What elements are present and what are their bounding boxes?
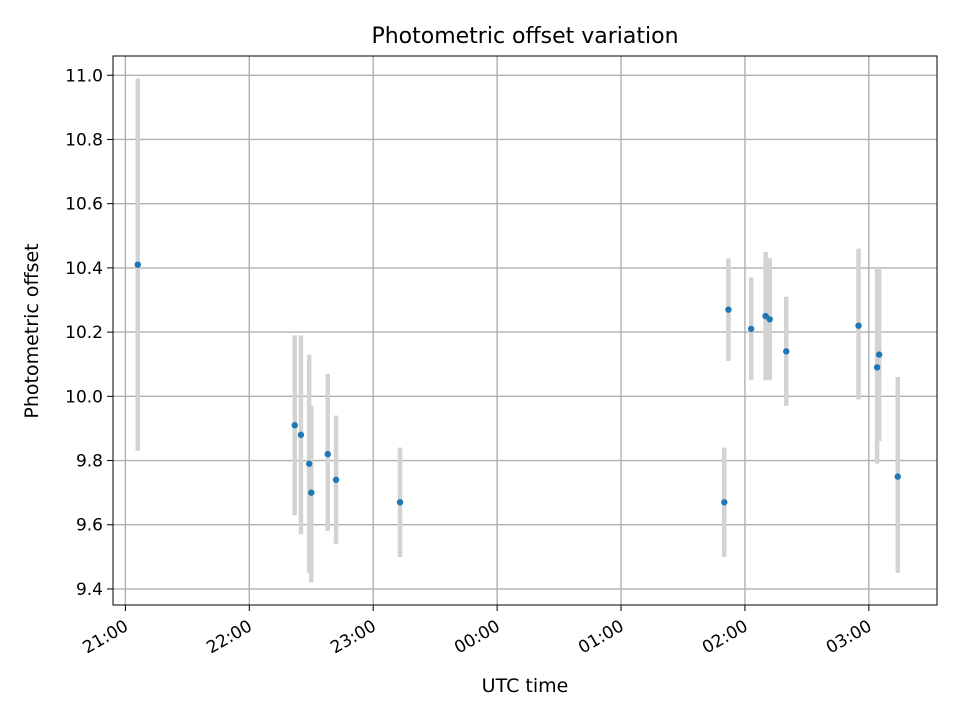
data-point — [747, 325, 755, 333]
data-point — [324, 450, 331, 458]
data-point — [875, 351, 883, 358]
grid-lines — [113, 56, 937, 605]
data-point — [305, 460, 313, 467]
y-axis-label: Photometric offset — [21, 243, 43, 418]
y-tick-label: 9.6 — [76, 516, 103, 536]
plot-area-frame — [112, 55, 938, 606]
data-point — [894, 473, 901, 480]
y-tick-label: 10.6 — [65, 195, 103, 215]
data-point — [297, 431, 305, 439]
data-point — [783, 348, 790, 355]
y-tick-label: 10.4 — [65, 259, 103, 279]
y-tick-label: 10.8 — [65, 130, 103, 150]
data-point — [855, 322, 862, 329]
y-tick-label: 10.2 — [65, 323, 103, 343]
y-tick-label: 9.8 — [76, 452, 103, 472]
data-point — [725, 306, 732, 313]
y-tick-label: 9.4 — [76, 580, 103, 600]
data-points — [134, 261, 901, 506]
y-axis-ticks: 9.4 9.6 9.8 10.0 10.2 10.4 10.6 10.8 11.0 — [65, 66, 113, 600]
y-tick-label: 10.0 — [65, 387, 103, 407]
data-point — [332, 476, 340, 483]
chart-title: Photometric offset variation — [371, 24, 678, 49]
data-point — [766, 316, 773, 323]
data-point — [721, 499, 728, 506]
x-axis-label: UTC time — [482, 675, 569, 697]
data-point — [291, 422, 298, 429]
data-point — [134, 261, 141, 268]
y-tick-label: 11.0 — [65, 66, 103, 86]
data-point — [308, 489, 315, 496]
data-point — [396, 499, 404, 506]
data-point — [873, 364, 881, 371]
